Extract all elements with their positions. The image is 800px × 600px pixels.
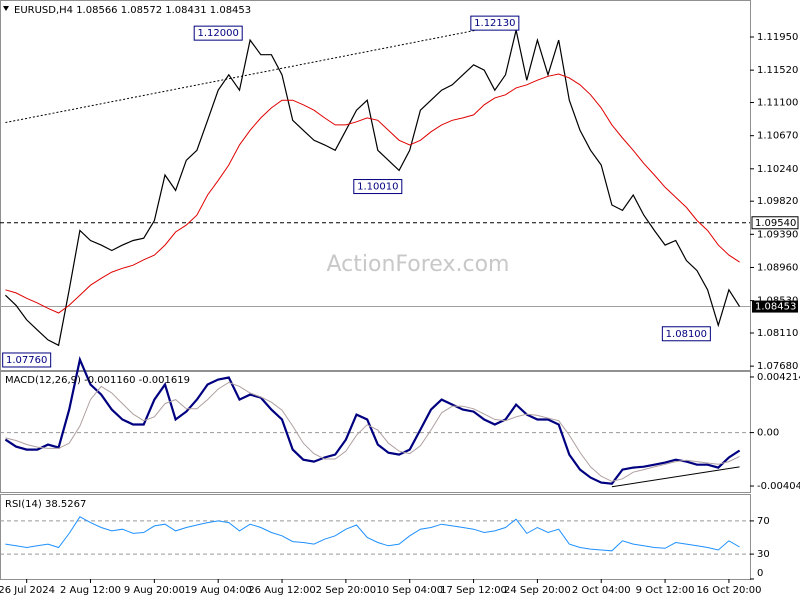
y-tick-label: 1.11520 [757,65,798,76]
series-line [4,355,741,485]
y-tick-label: 1.11950 [757,32,798,43]
y-tick-label: 70 [757,516,770,527]
trendline [5,21,517,124]
series-line [5,516,740,552]
panel-title: MACD(12,26,9) -0.001160 -0.001619 [5,375,190,386]
y-tick-label: 1.11100 [757,98,798,109]
menu-icon [3,6,9,11]
y-tick-label: 1.10240 [757,164,798,175]
x-tick-label: 17 Sep 12:00 [440,585,507,596]
annotation-label: 1.10010 [357,182,398,193]
level-label-box [751,216,799,230]
series-line [5,381,740,482]
macd-panel [0,371,751,493]
y-tick-label: 1.08110 [757,328,798,339]
price-panel [0,0,751,371]
annotation-label: 1.07760 [6,355,47,366]
x-tick-label: 2 Aug 12:00 [60,585,121,596]
annotation-box [193,25,243,41]
annotation-label: 1.12130 [474,18,515,29]
annotation-label: 1.12000 [198,28,239,39]
annotation-box [353,179,403,195]
x-tick-label: 9 Aug 20:00 [124,585,185,596]
annotation-box [661,326,711,342]
panel-title: RSI(14) 38.5267 [5,499,86,510]
trendline [611,466,740,488]
y-tick-label: 0 [757,568,763,579]
annotation-box [2,352,52,368]
last-price-label: 1.08453 [755,302,796,313]
x-tick-label: 16 Oct 20:00 [696,585,761,596]
y-tick-label: 30 [757,549,770,560]
y-tick-label: 0.00 [757,428,779,439]
rsi-panel [0,494,751,580]
y-tick-label: 1.09390 [757,229,798,240]
x-tick-label: 2 Oct 04:00 [572,585,631,596]
y-tick-label: -0.004047 [757,481,800,492]
x-tick-label: 24 Sep 20:00 [504,585,571,596]
level-label: 1.09540 [755,218,796,229]
y-tick-label: 1.07680 [757,361,798,372]
x-tick-label: 26 Jul 2024 [0,585,55,596]
series-line [5,73,740,314]
annotation-label: 1.08100 [666,329,707,340]
last-price-box [752,300,798,313]
panel-title: EURUSD,H4 1.08566 1.08572 1.08431 1.0845… [14,5,251,16]
x-tick-label: 2 Sep 20:00 [316,585,376,596]
y-tick-label: 1.09820 [757,196,798,207]
x-tick-label: 26 Aug 12:00 [248,585,315,596]
x-tick-label: 10 Sep 04:00 [376,585,443,596]
annotation-box [470,15,520,31]
x-tick-label: 19 Aug 04:00 [184,585,251,596]
watermark: ActionForex.com [327,252,510,277]
y-tick-label: 1.08960 [757,262,798,273]
series-line [4,29,741,347]
y-tick-label: 0.004214 [757,372,800,383]
y-tick-label: 1.10670 [757,131,798,142]
x-tick-label: 9 Oct 12:00 [636,585,695,596]
